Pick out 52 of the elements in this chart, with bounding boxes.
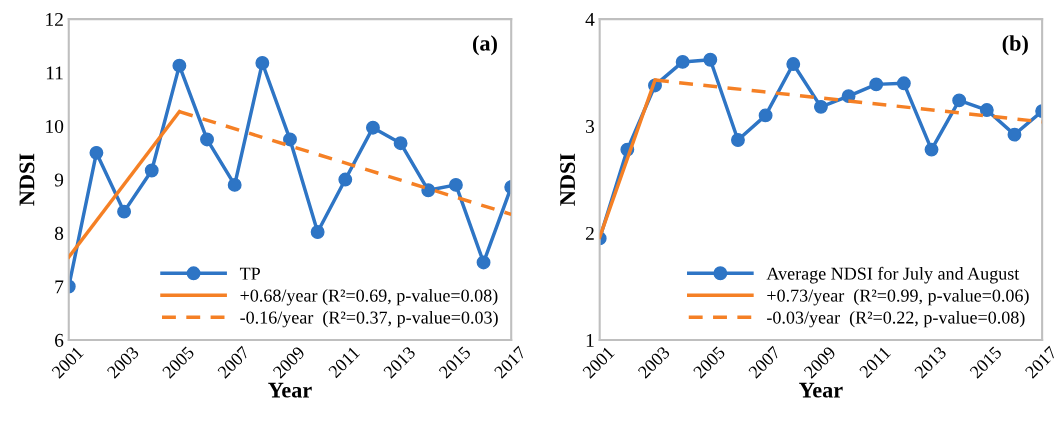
point — [393, 136, 408, 151]
point — [896, 76, 911, 91]
point — [144, 163, 159, 178]
point — [421, 183, 436, 198]
point — [731, 133, 745, 147]
y-tick-label: 9 — [54, 173, 64, 187]
point — [283, 132, 297, 147]
y-axis-title: NDSI — [19, 153, 35, 206]
y-tick-label: 10 — [46, 119, 64, 134]
annotation: (a) — [473, 35, 497, 56]
point — [476, 255, 491, 270]
point — [979, 103, 994, 117]
legend-label: +0.73/year (R²=0.99, p-value=0.06) — [767, 288, 1029, 306]
y-axis-title: NDSI — [560, 153, 576, 206]
point — [758, 108, 773, 123]
legend-label: -0.16/year (R²=0.37, p-value=0.03) — [240, 310, 498, 328]
x-tick-label: 2011 — [327, 346, 361, 379]
point — [172, 58, 187, 73]
y-tick-label: 4 — [585, 13, 595, 26]
point — [869, 77, 884, 92]
legend-label: +0.68/year (R²=0.69, p-value=0.08) — [240, 288, 498, 306]
legend-label: Average NDSI for July and August — [766, 266, 1020, 284]
x-axis-title: Year — [799, 382, 843, 398]
y-tick-label: 6 — [55, 333, 64, 347]
point — [200, 132, 214, 147]
x-tick-label: 2011 — [858, 346, 892, 379]
point — [813, 99, 828, 114]
point — [448, 177, 463, 192]
point — [338, 172, 353, 187]
annotation: (b) — [1002, 35, 1028, 56]
legend-label: -0.03/year (R²=0.22, p-value=0.08) — [767, 310, 1025, 328]
point — [1007, 127, 1022, 142]
point — [952, 93, 967, 108]
y-tick-label: 7 — [55, 280, 64, 294]
y-tick-label: 3 — [586, 119, 595, 134]
point — [703, 52, 718, 67]
point — [365, 120, 380, 135]
point — [89, 145, 104, 160]
legend-label: TP — [239, 267, 260, 280]
y-tick-label: 12 — [46, 13, 63, 26]
y-tick-label: 8 — [54, 226, 64, 240]
point — [227, 177, 242, 192]
y-tick-label: 2 — [585, 226, 594, 240]
point — [924, 142, 939, 157]
y-tick-label: 11 — [46, 66, 63, 80]
y-tick-label: 1 — [586, 333, 594, 347]
point — [255, 56, 270, 70]
point — [786, 57, 801, 71]
point — [310, 225, 325, 239]
point — [675, 54, 690, 69]
point — [117, 204, 132, 219]
x-axis-title: Year — [268, 382, 312, 398]
